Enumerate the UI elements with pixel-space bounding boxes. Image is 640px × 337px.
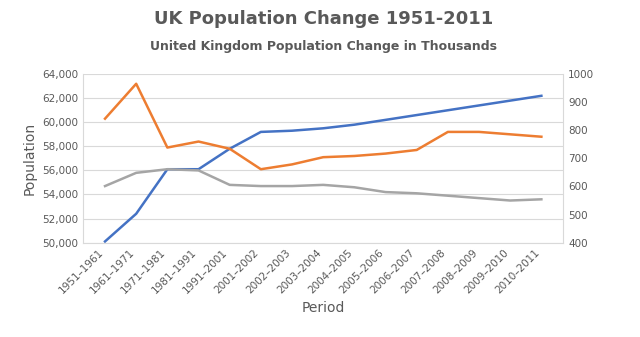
X-axis label: Period: Period (301, 301, 345, 315)
Y-axis label: Population: Population (22, 122, 36, 195)
Text: United Kingdom Population Change in Thousands: United Kingdom Population Change in Thou… (150, 40, 497, 54)
Text: UK Population Change 1951-2011: UK Population Change 1951-2011 (154, 10, 493, 28)
